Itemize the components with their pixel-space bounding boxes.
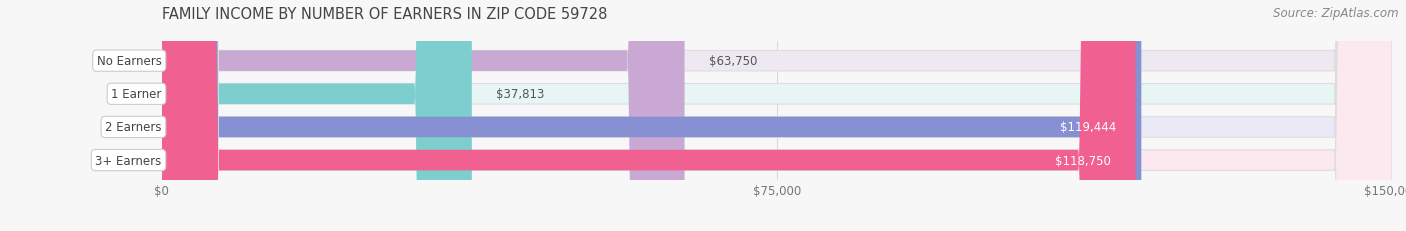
FancyBboxPatch shape (162, 0, 1392, 231)
FancyBboxPatch shape (162, 0, 1142, 231)
Text: FAMILY INCOME BY NUMBER OF EARNERS IN ZIP CODE 59728: FAMILY INCOME BY NUMBER OF EARNERS IN ZI… (162, 7, 607, 22)
Text: 2 Earners: 2 Earners (105, 121, 162, 134)
Text: Source: ZipAtlas.com: Source: ZipAtlas.com (1274, 7, 1399, 20)
FancyBboxPatch shape (162, 0, 1392, 231)
Text: $118,750: $118,750 (1054, 154, 1111, 167)
Text: $37,813: $37,813 (496, 88, 544, 101)
Text: No Earners: No Earners (97, 55, 162, 68)
Text: 1 Earner: 1 Earner (111, 88, 162, 101)
FancyBboxPatch shape (162, 0, 1392, 231)
FancyBboxPatch shape (162, 0, 472, 231)
FancyBboxPatch shape (162, 0, 1392, 231)
Text: $119,444: $119,444 (1060, 121, 1116, 134)
Text: 3+ Earners: 3+ Earners (96, 154, 162, 167)
FancyBboxPatch shape (162, 0, 1136, 231)
FancyBboxPatch shape (162, 0, 685, 231)
Text: $63,750: $63,750 (709, 55, 758, 68)
